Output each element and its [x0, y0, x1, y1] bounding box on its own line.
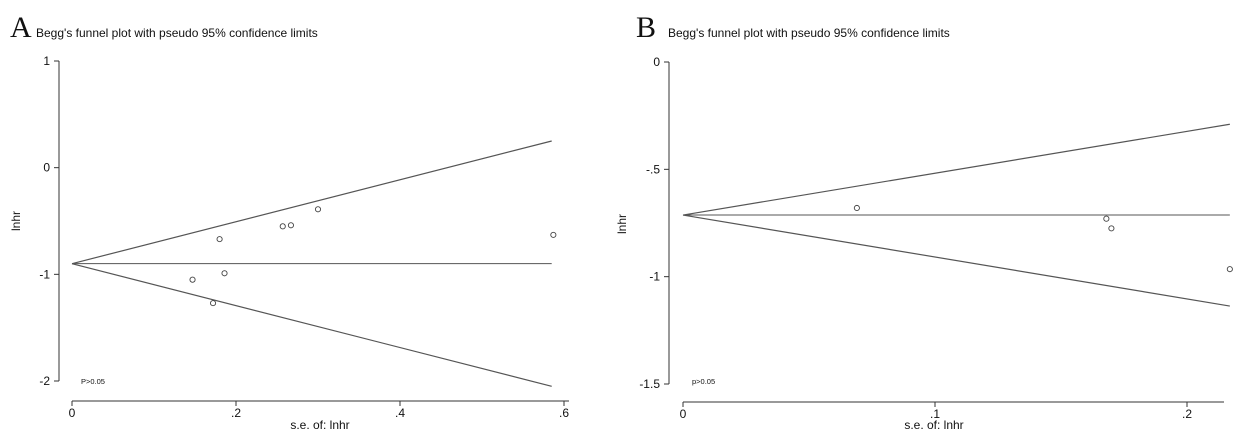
panel-b-title: Begg's funnel plot with pseudo 95% confi…	[668, 26, 950, 40]
y-tick-label: 0	[653, 55, 660, 69]
panel-b-x-ticks: 0 .1 .2	[680, 402, 1192, 421]
panel-b-y-axis-label: lnhr	[615, 214, 629, 234]
panel-a-title: Begg's funnel plot with pseudo 95% confi…	[36, 26, 318, 40]
study-point	[1108, 225, 1115, 232]
y-tick-label: -1	[39, 267, 50, 281]
y-tick-label: 1	[43, 54, 50, 68]
y-tick-label: -1	[649, 270, 660, 284]
panel-b-label: B	[636, 11, 656, 44]
x-tick-label: .2	[1182, 407, 1192, 421]
panel-a-y-axis-label: lnhr	[9, 211, 23, 231]
y-tick-label: -.5	[646, 162, 660, 176]
study-point	[1103, 215, 1110, 222]
panel-a-plot-area	[71, 140, 557, 387]
lower-confidence-limit	[71, 263, 552, 387]
panel-a-x-ticks: 0 .2 .4 .6	[69, 401, 569, 420]
upper-confidence-limit	[71, 140, 552, 265]
panel-b-x-axis-label: s.e. of: lnhr	[904, 418, 963, 432]
study-point	[550, 231, 557, 238]
panel-b-y-ticks: -1.5 -1 -.5 0	[639, 55, 669, 391]
study-point	[209, 300, 217, 307]
panel-a: A Begg's funnel plot with pseudo 95% con…	[9, 11, 569, 432]
panel-b: B Begg's funnel plot with pseudo 95% con…	[615, 11, 1233, 432]
study-point	[279, 223, 286, 230]
x-tick-label: .1	[930, 407, 940, 421]
upper-confidence-limit	[682, 123, 1230, 216]
study-point	[221, 270, 228, 277]
x-tick-label: 0	[680, 407, 687, 421]
study-point	[287, 222, 294, 229]
panel-a-y-ticks: -2 -1 0 1	[39, 54, 59, 388]
y-tick-label: -2	[39, 374, 50, 388]
panel-a-label: A	[10, 11, 32, 44]
x-tick-label: 0	[69, 406, 76, 420]
x-tick-label: .6	[559, 406, 569, 420]
x-tick-label: .2	[231, 406, 241, 420]
panel-a-x-axis-label: s.e. of: lnhr	[290, 418, 349, 432]
lower-confidence-limit	[682, 214, 1230, 307]
panel-b-p-value: p>0.05	[692, 377, 715, 386]
study-point	[1226, 266, 1233, 273]
panel-a-p-value: P>0.05	[81, 377, 105, 386]
panel-b-plot-area	[682, 123, 1233, 307]
study-point	[216, 236, 223, 243]
study-point	[189, 276, 196, 283]
study-point	[314, 206, 322, 213]
x-tick-label: .4	[395, 406, 405, 420]
study-point	[853, 204, 860, 212]
y-tick-label: 0	[43, 161, 50, 175]
y-tick-label: -1.5	[639, 377, 660, 391]
